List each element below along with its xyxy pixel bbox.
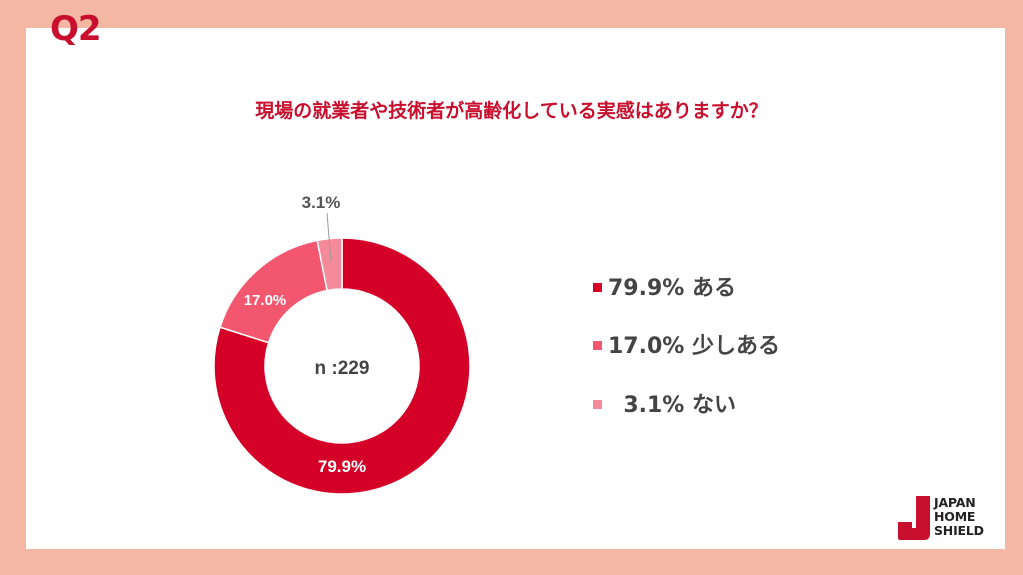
content-panel — [26, 28, 1005, 549]
legend-item-nai: 3.1% ない — [593, 395, 736, 417]
legend-label: 17.0% 少しある — [608, 334, 780, 359]
legend-label: 79.9% ある — [608, 276, 736, 301]
legend-swatch — [593, 282, 602, 292]
question-number: Q2 — [50, 9, 102, 49]
legend-item-aru: 79.9% ある — [593, 278, 736, 300]
japan-home-shield-logo-icon — [898, 496, 930, 540]
legend-label: 3.1% ない — [608, 393, 736, 418]
center-label: n :229 — [315, 358, 370, 379]
data-label-3-1: 3.1% — [302, 193, 341, 212]
logo-line: HOME — [934, 509, 976, 524]
slice-nai — [316, 237, 343, 292]
leader-line-3-1 — [326, 212, 332, 263]
data-label-79-9: 79.9% — [318, 457, 366, 476]
logo-line: JAPAN — [934, 495, 976, 510]
logo-wordmark: JAPAN HOME SHIELD — [934, 496, 984, 538]
logo-line: SHIELD — [934, 523, 984, 538]
data-label-17-0: 17.0% — [244, 292, 287, 309]
slice-aru — [213, 237, 471, 495]
legend-swatch — [593, 340, 602, 350]
legend-item-sukoshi-aru: 17.0% 少しある — [593, 336, 780, 358]
legend-swatch — [593, 399, 602, 409]
question-title: 現場の就業者や技術者が高齢化している実感はありますか？ — [255, 100, 768, 122]
